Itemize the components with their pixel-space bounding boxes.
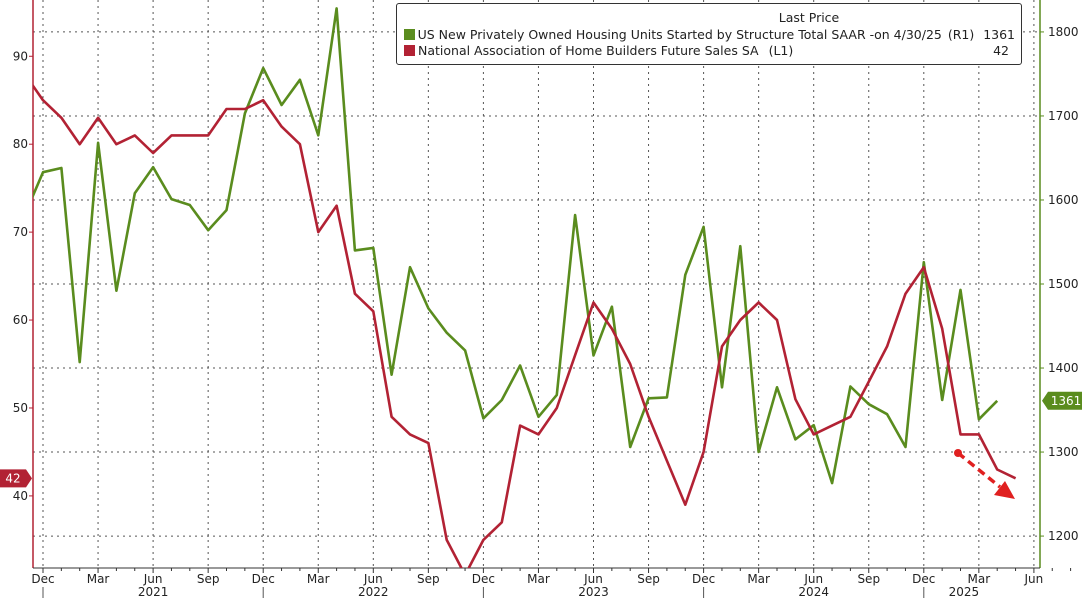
- x-tick-label: Sep: [857, 572, 880, 586]
- x-tick-label: Sep: [417, 572, 440, 586]
- right-tick-label: 1300: [1048, 445, 1079, 459]
- legend-label: US New Privately Owned Housing Units Sta…: [417, 26, 875, 42]
- legend-header: Last Price: [778, 10, 840, 25]
- x-tick-label: Mar: [968, 572, 991, 586]
- x-tick-label: Mar: [87, 572, 110, 586]
- x-tick-label: Dec: [472, 572, 495, 586]
- legend-date: on 4/30/25: [874, 26, 942, 42]
- x-tick-label: Mar: [527, 572, 550, 586]
- right-tick-label: 1400: [1048, 361, 1079, 375]
- left-tick-label: 70: [13, 225, 28, 239]
- legend-value: 42: [993, 42, 1009, 58]
- x-tick-label: Mar: [747, 572, 770, 586]
- x-tick-label: Jun: [583, 572, 603, 586]
- right-tick-label: 1200: [1048, 529, 1079, 543]
- legend-item-housing-starts: US New Privately Owned Housing Units Sta…: [397, 26, 1021, 42]
- right-tick-label: 1700: [1048, 109, 1079, 123]
- x-tick-label: Dec: [912, 572, 935, 586]
- x-tick-label: Jun: [1024, 572, 1044, 586]
- series-lines: [33, 7, 1017, 568]
- right-tick-label: 1800: [1048, 25, 1079, 39]
- grid: [33, 0, 1040, 568]
- legend-item-nahb: National Association of Home Builders Fu…: [397, 42, 1021, 58]
- x-year-label: 2021: [138, 585, 169, 598]
- x-tick-label: Sep: [197, 572, 220, 586]
- legend-label: National Association of Home Builders Fu…: [418, 42, 759, 58]
- right-tick-label: 1500: [1048, 277, 1079, 291]
- left-tick-label: 40: [13, 489, 28, 503]
- x-tick-label: Dec: [31, 572, 54, 586]
- legend-axis: (L1): [768, 42, 794, 58]
- trend-arrow-head: [994, 481, 1015, 499]
- last-value-label-right: 1361: [1051, 394, 1082, 408]
- series-line-housing-starts: [33, 7, 999, 485]
- legend-axis: (R1): [947, 26, 975, 42]
- left-tick-label: 60: [13, 313, 28, 327]
- x-year-label: 2022: [358, 585, 389, 598]
- trend-arrow-shaft: [956, 451, 1002, 489]
- x-tick-label: Sep: [637, 572, 660, 586]
- left-tick-label: 80: [13, 137, 28, 151]
- left-tick-label: 50: [13, 401, 28, 415]
- x-tick-label: Dec: [252, 572, 275, 586]
- axis-ticks: 1200 1300 1400 1500 1600 1700 1800 40 50 60 70 80 90…: [13, 0, 1079, 598]
- annotations: 1361 42: [0, 391, 1082, 499]
- x-year-label: 2023: [578, 585, 609, 598]
- last-value-tag-left: [0, 469, 32, 488]
- series-line-nahb-future-sales: [33, 83, 1017, 568]
- right-tick-label: 1600: [1048, 193, 1079, 207]
- left-tick-label: 90: [13, 49, 28, 63]
- x-tick-label: Mar: [307, 572, 330, 586]
- legend-value: 1361: [983, 26, 1015, 42]
- legend-swatch-red: [404, 44, 415, 56]
- x-tick-label: Jun: [803, 572, 823, 586]
- legend-swatch-green: [404, 28, 415, 40]
- last-value-label-left: 42: [5, 471, 20, 485]
- x-year-label: 2024: [798, 585, 829, 598]
- x-tick-label: Dec: [692, 572, 715, 586]
- last-value-tag-right: [1042, 391, 1082, 410]
- x-year-label: 2025: [949, 585, 980, 598]
- x-tick-label: Jun: [363, 572, 383, 586]
- x-tick-label: Jun: [143, 572, 163, 586]
- legend: Last Price US New Privately Owned Housin…: [396, 3, 1022, 65]
